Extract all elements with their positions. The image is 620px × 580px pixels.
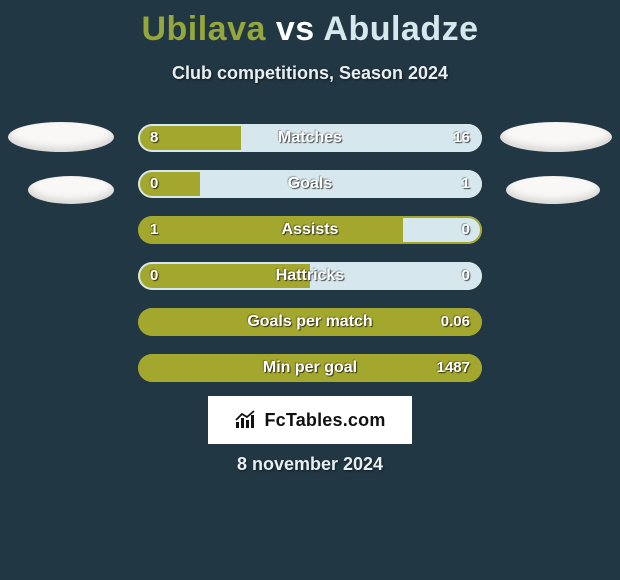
player2-name: Abuladze [323,10,478,48]
brand-badge: FcTables.com [208,396,412,444]
stat-row: 1487Min per goal [138,354,482,382]
stat-row: 10Assists [138,216,482,244]
player1-name: Ubilava [141,10,265,48]
team-logo-placeholder [28,176,114,204]
stat-row: 816Matches [138,124,482,152]
stat-label: Min per goal [138,354,482,382]
team-logo-placeholder [500,122,612,152]
team-logo-placeholder [8,122,114,152]
vs-text: vs [276,10,315,48]
brand-chart-icon [234,410,258,430]
comparison-title: Ubilava vs Abuladze [0,0,620,49]
stat-row: 01Goals [138,170,482,198]
stat-label: Assists [138,216,482,244]
stat-row: 0.06Goals per match [138,308,482,336]
stat-row: 00Hattricks [138,262,482,290]
subtitle: Club competitions, Season 2024 [0,63,620,84]
footer-date: 8 november 2024 [0,454,620,475]
stats-container: 816Matches 01Goals 10Assists 00Hattricks 0.0… [138,124,482,400]
stat-label: Goals [138,170,482,198]
brand-text: FcTables.com [264,410,385,431]
stat-label: Matches [138,124,482,152]
team-logo-placeholder [506,176,600,204]
stat-label: Hattricks [138,262,482,290]
stat-label: Goals per match [138,308,482,336]
